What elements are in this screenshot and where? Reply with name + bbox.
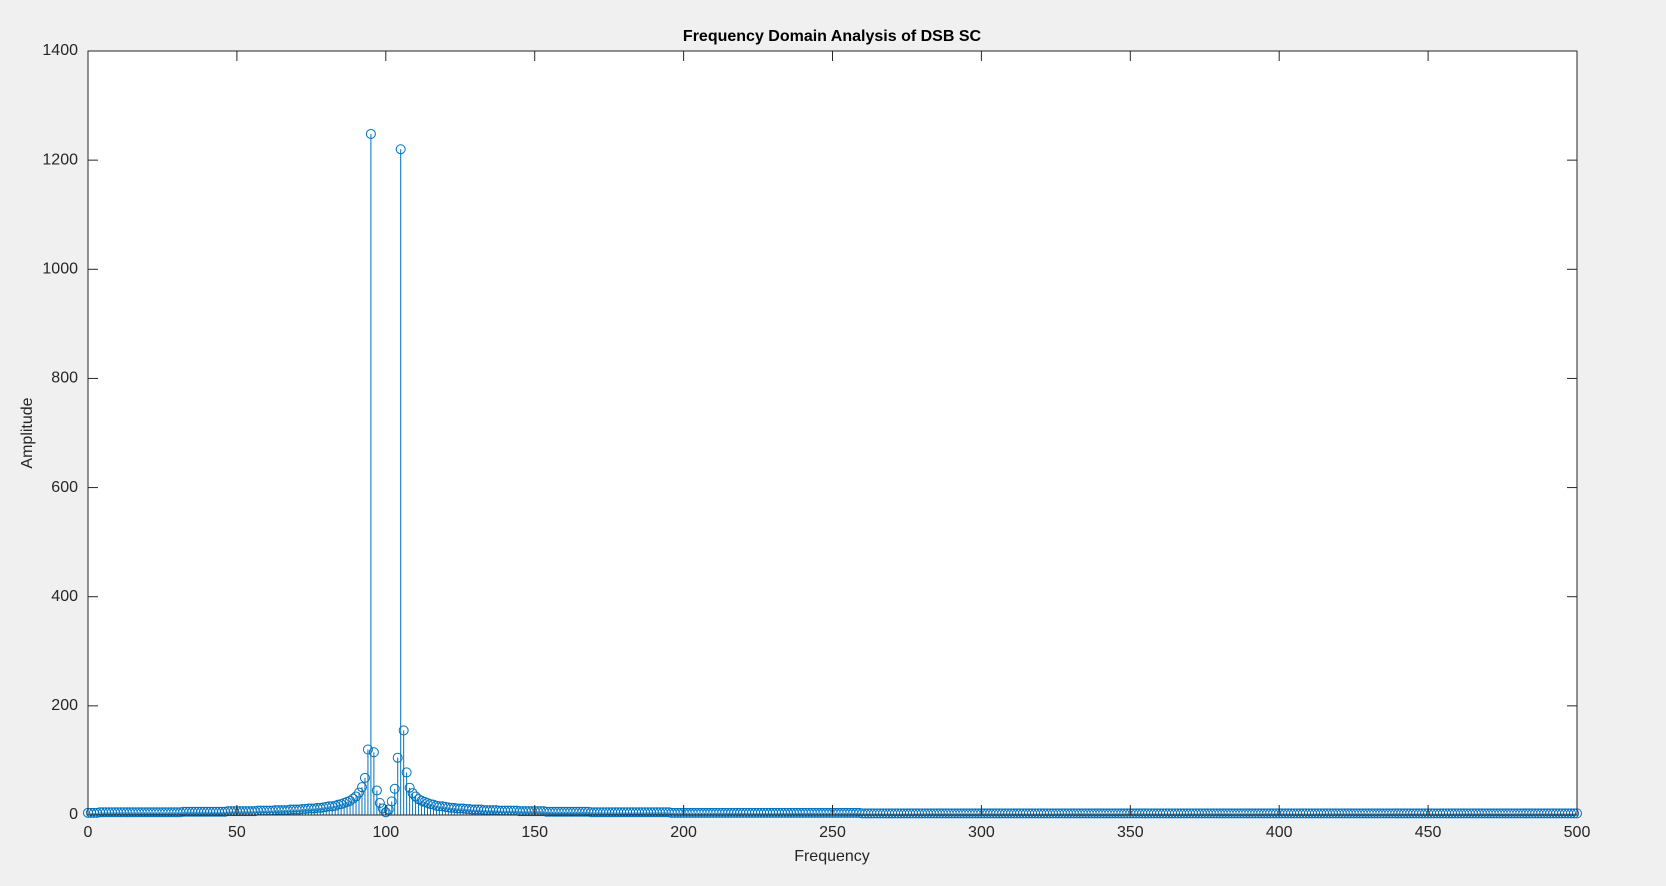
stem-marker bbox=[407, 788, 418, 799]
x-tick-label: 350 bbox=[1117, 824, 1144, 841]
chart-title: Frequency Domain Analysis of DSB SC bbox=[683, 28, 982, 45]
stem-marker bbox=[395, 144, 406, 155]
stem-marker bbox=[359, 772, 370, 783]
y-tick-label: 400 bbox=[51, 588, 78, 605]
y-tick-label: 1000 bbox=[42, 261, 78, 278]
stem-marker bbox=[1566, 808, 1577, 819]
x-tick-label: 450 bbox=[1415, 824, 1442, 841]
x-tick-label: 400 bbox=[1266, 824, 1293, 841]
stem-marker bbox=[398, 725, 409, 736]
x-tick-label: 200 bbox=[670, 824, 697, 841]
stem-marker bbox=[1569, 808, 1580, 819]
stem-marker bbox=[386, 796, 397, 807]
stems bbox=[83, 128, 1582, 819]
stem-marker bbox=[404, 782, 415, 793]
y-tick-label: 800 bbox=[51, 370, 78, 387]
x-tick-label: 250 bbox=[819, 824, 846, 841]
stem-marker bbox=[389, 783, 400, 794]
stem-marker bbox=[371, 785, 382, 796]
x-tick-label: 100 bbox=[372, 824, 399, 841]
x-tick-label: 500 bbox=[1564, 824, 1591, 841]
x-tick-label: 0 bbox=[84, 824, 93, 841]
x-tick-label: 50 bbox=[228, 824, 246, 841]
x-axis-label: Frequency bbox=[794, 848, 870, 865]
y-tick-label: 1400 bbox=[42, 42, 78, 59]
stem-marker bbox=[401, 767, 412, 778]
stem-marker bbox=[356, 782, 367, 793]
stem-marker bbox=[413, 794, 424, 805]
stem-marker bbox=[348, 793, 359, 804]
y-tick-label: 1200 bbox=[42, 151, 78, 168]
stem-marker bbox=[353, 787, 364, 798]
y-tick-label: 200 bbox=[51, 697, 78, 714]
stem-marker bbox=[374, 797, 385, 808]
axes-background bbox=[88, 51, 1577, 815]
y-axis-label: Amplitude bbox=[19, 397, 36, 468]
stem-marker bbox=[365, 128, 376, 139]
stem-marker bbox=[362, 744, 373, 755]
x-tick-label: 150 bbox=[521, 824, 548, 841]
stem-marker bbox=[368, 747, 379, 758]
x-tick-label: 300 bbox=[968, 824, 995, 841]
y-tick-label: 0 bbox=[69, 806, 78, 823]
stem-marker bbox=[392, 752, 403, 763]
y-tick-label: 600 bbox=[51, 479, 78, 496]
